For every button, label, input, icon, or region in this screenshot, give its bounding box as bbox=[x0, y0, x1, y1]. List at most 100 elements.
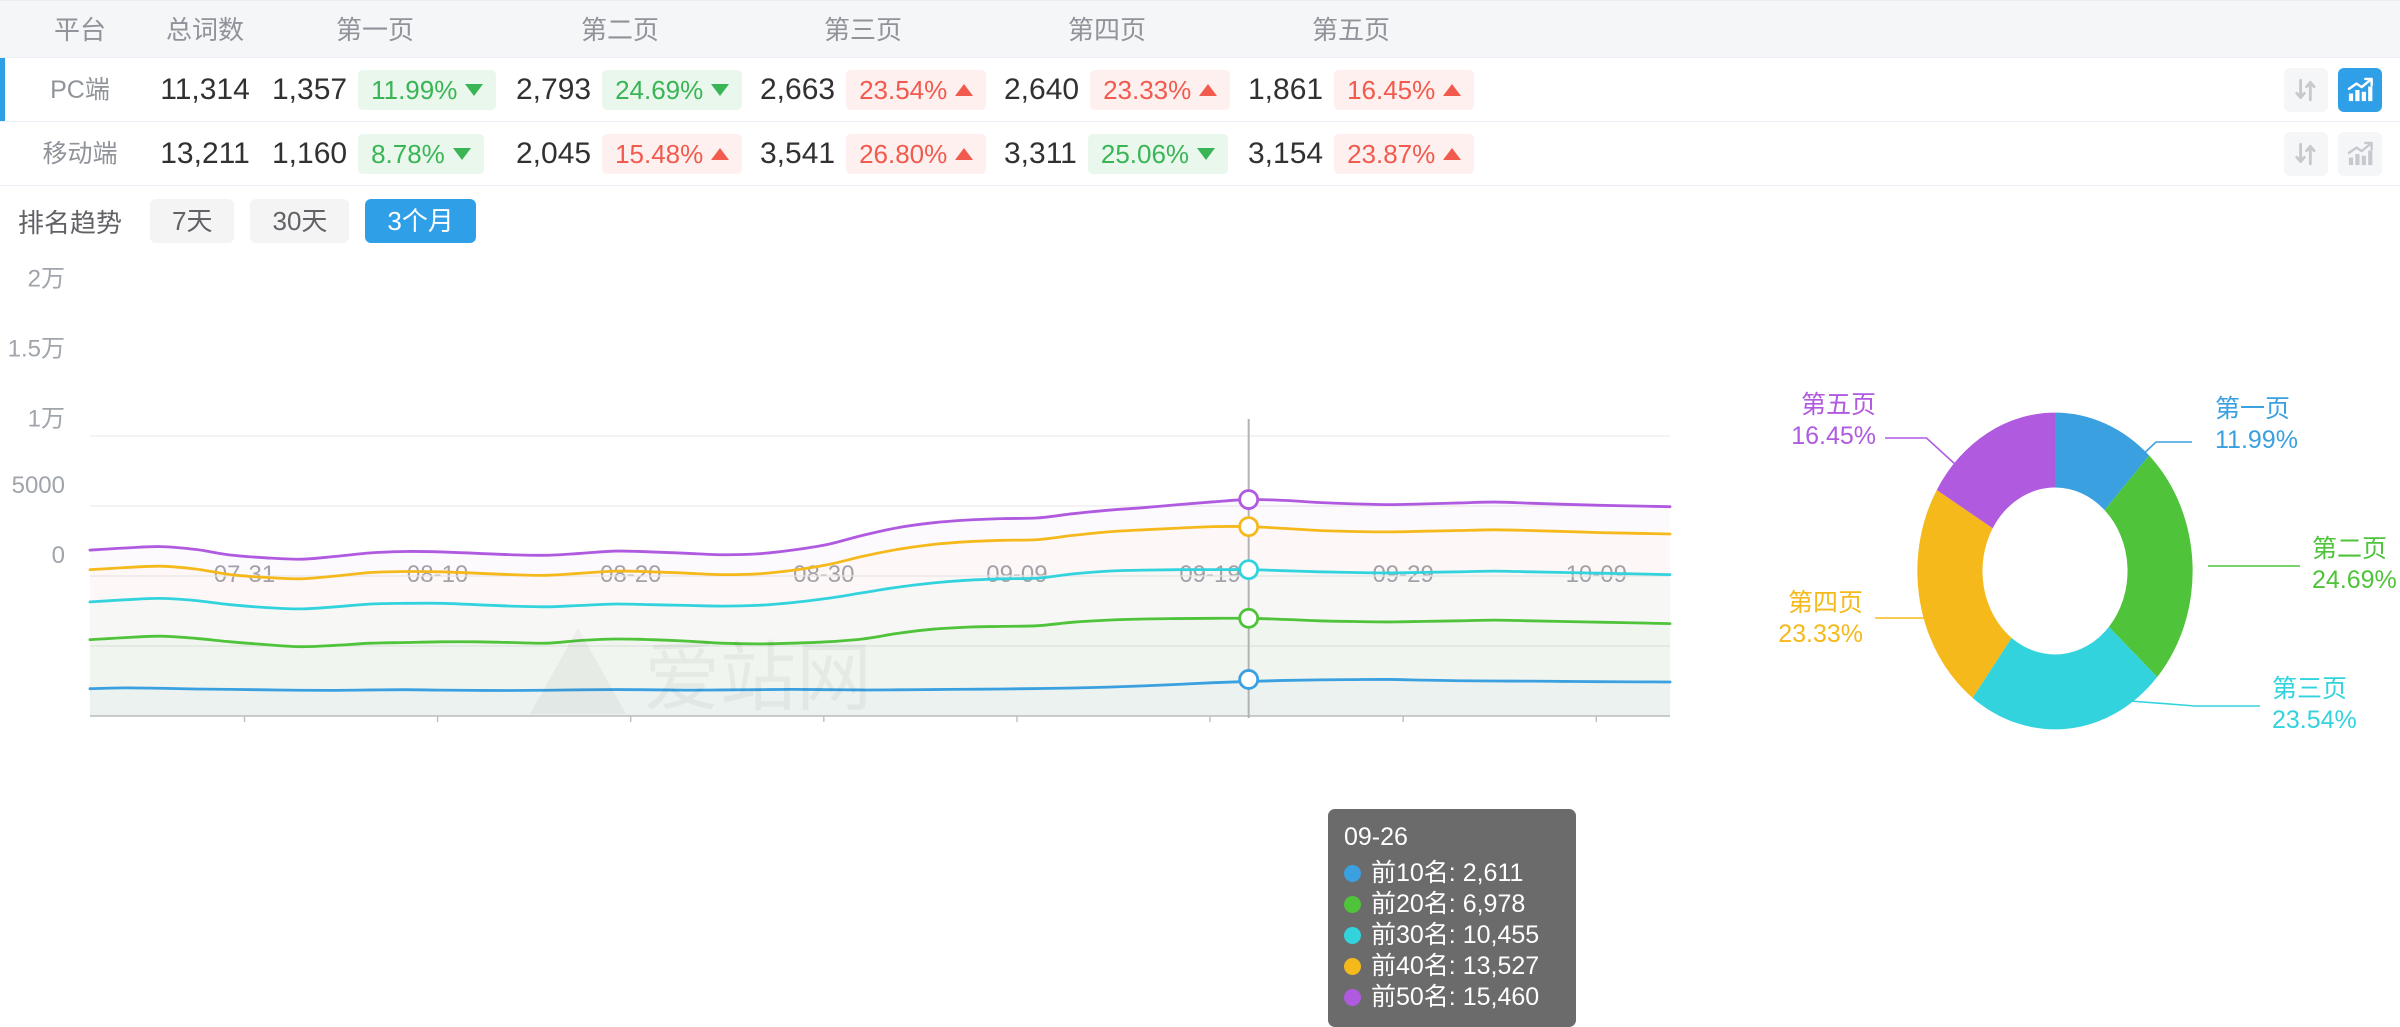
donut-slice-name: 第四页 bbox=[1787, 589, 1863, 617]
legend-dot-icon bbox=[1344, 864, 1361, 882]
legend-dot-icon bbox=[1344, 957, 1361, 975]
tooltip-item-text: 前20名: 6,978 bbox=[1371, 890, 1526, 918]
table-row[interactable]: 移动端 13,211 1,160 8.78% 2,045 15.48% 3,541 26.80… bbox=[0, 122, 2400, 186]
tooltip-date: 09-26 bbox=[1344, 823, 1408, 851]
page-count: 1,861 bbox=[1248, 73, 1324, 106]
arrow-up-icon bbox=[1443, 148, 1462, 160]
arrow-down-icon bbox=[465, 84, 484, 96]
donut-slice-label: 第二页 24.69% bbox=[2312, 534, 2397, 595]
donut-slice-label: 第四页 23.33% bbox=[1778, 588, 1863, 649]
trend-chart-icon[interactable] bbox=[2338, 132, 2382, 176]
x-tick-label: 08-20 bbox=[600, 561, 662, 588]
arrow-up-icon bbox=[1443, 84, 1462, 96]
page-pct-value: 8.78% bbox=[371, 139, 445, 169]
ranking-table: 平台 总词数 第一页 第二页 第三页 第四页 第五页 PC端 11,314 1,357 11.99… bbox=[0, 0, 2400, 186]
row-actions bbox=[2284, 58, 2382, 122]
column-header-2[interactable]: 第一页 bbox=[335, 15, 415, 45]
range-chip-group: 7天 30天 3个月 bbox=[150, 199, 476, 243]
page-pct-badge: 23.54% bbox=[846, 70, 987, 110]
page-count: 3,154 bbox=[1248, 137, 1324, 170]
cell-total-keywords: 11,314 bbox=[160, 73, 250, 106]
row-actions bbox=[2284, 122, 2382, 186]
donut-slice-value: 23.54% bbox=[2272, 705, 2357, 734]
column-header-6[interactable]: 第五页 bbox=[1311, 15, 1391, 45]
donut-slice-label: 第五页 16.45% bbox=[1791, 390, 1876, 451]
arrow-down-icon bbox=[452, 148, 471, 160]
page-pct-badge: 8.78% bbox=[358, 134, 484, 174]
page-distribution-donut-chart[interactable]: 第一页 11.99% 第二页 24.69% 第三页 23.54% 第四页 23.33% 第五页 1… bbox=[1700, 266, 2400, 886]
page-count: 2,793 bbox=[516, 73, 592, 106]
donut-slice-name: 第一页 bbox=[2215, 395, 2291, 423]
legend-dot-icon bbox=[1344, 895, 1361, 913]
cell-page-5: 1,861 16.45% bbox=[1248, 58, 1475, 122]
donut-slice-name: 第二页 bbox=[2312, 535, 2388, 563]
donut-slice-name: 第三页 bbox=[2272, 675, 2348, 703]
rank-trend-line-chart[interactable]: 0 5000 1万 1.5万 2万 07-31 08-10 08-20 08-30 09-09 0… bbox=[0, 256, 1700, 1027]
page-pct-badge: 16.45% bbox=[1334, 70, 1475, 110]
donut-slice-label: 第一页 11.99% bbox=[2215, 394, 2298, 455]
column-header-0[interactable]: 平台 bbox=[53, 15, 107, 45]
page-pct-value: 23.87% bbox=[1347, 139, 1436, 169]
page-pct-badge: 11.99% bbox=[358, 70, 497, 110]
cell-platform: 移动端 bbox=[42, 140, 118, 168]
page-pct-badge: 23.33% bbox=[1090, 70, 1231, 110]
y-tick-label: 1万 bbox=[27, 405, 65, 433]
donut-slice-value: 23.33% bbox=[1778, 619, 1863, 648]
cell-page-3: 3,541 26.80% bbox=[760, 122, 987, 186]
tooltip-item: 前40名: 13,527 bbox=[1344, 952, 1560, 980]
line-chart-svg bbox=[88, 419, 1672, 722]
page-pct-value: 25.06% bbox=[1100, 139, 1190, 169]
arrow-down-icon bbox=[1197, 148, 1216, 160]
page-pct-value: 23.33% bbox=[1103, 75, 1192, 105]
page-count: 3,311 bbox=[1004, 137, 1077, 170]
donut-slice-value: 16.45% bbox=[1791, 421, 1876, 450]
y-tick-label: 0 bbox=[51, 542, 65, 569]
page-pct-value: 26.80% bbox=[859, 139, 948, 169]
column-header-4[interactable]: 第三页 bbox=[823, 15, 903, 45]
page-count: 2,045 bbox=[516, 137, 592, 170]
x-tick-label: 09-19 bbox=[1179, 561, 1241, 588]
donut-slice-name: 第五页 bbox=[1800, 391, 1876, 419]
cell-page-3: 2,663 23.54% bbox=[760, 58, 987, 122]
table-row[interactable]: PC端 11,314 1,357 11.99% 2,793 24.69% 2,663 23.5… bbox=[0, 58, 2400, 122]
tooltip-item-text: 前40名: 13,527 bbox=[1371, 952, 1540, 980]
cell-page-2: 2,045 15.48% bbox=[516, 122, 743, 186]
range-chip-0[interactable]: 7天 bbox=[150, 199, 235, 243]
sort-icon[interactable] bbox=[2284, 132, 2328, 176]
y-tick-label: 1.5万 bbox=[7, 335, 65, 363]
sort-icon[interactable] bbox=[2284, 68, 2328, 112]
arrow-up-icon bbox=[711, 148, 730, 160]
donut-slice-label: 第三页 23.54% bbox=[2272, 674, 2357, 735]
tooltip-item-text: 前30名: 10,455 bbox=[1371, 921, 1540, 949]
column-header-3[interactable]: 第二页 bbox=[580, 15, 660, 45]
page-pct-value: 23.54% bbox=[859, 75, 948, 105]
page-pct-badge: 15.48% bbox=[602, 134, 743, 174]
table-header-row: 平台 总词数 第一页 第二页 第三页 第四页 第五页 bbox=[0, 0, 2400, 58]
range-chip-2[interactable]: 3个月 bbox=[365, 199, 476, 243]
page-count: 1,357 bbox=[272, 73, 348, 106]
tooltip-item: 前50名: 15,460 bbox=[1344, 983, 1560, 1011]
page-pct-value: 16.45% bbox=[1347, 75, 1436, 105]
cell-page-1: 1,160 8.78% bbox=[272, 122, 484, 186]
arrow-up-icon bbox=[955, 84, 974, 96]
column-header-1[interactable]: 总词数 bbox=[165, 15, 245, 45]
page-pct-badge: 25.06% bbox=[1087, 134, 1229, 174]
page-count: 1,160 bbox=[272, 137, 348, 170]
range-chip-1[interactable]: 30天 bbox=[250, 199, 350, 243]
cell-page-4: 3,311 25.06% bbox=[1004, 122, 1229, 186]
legend-dot-icon bbox=[1344, 926, 1361, 944]
cell-page-2: 2,793 24.69% bbox=[516, 58, 743, 122]
arrow-up-icon bbox=[955, 148, 974, 160]
x-tick-label: 09-09 bbox=[986, 561, 1048, 588]
x-tick-label: 08-10 bbox=[406, 561, 469, 588]
tooltip-item: 前30名: 10,455 bbox=[1344, 921, 1560, 949]
donut-svg bbox=[1875, 412, 2300, 730]
cell-page-1: 1,357 11.99% bbox=[272, 58, 497, 122]
arrow-up-icon bbox=[1199, 84, 1218, 96]
tooltip-item-text: 前50名: 15,460 bbox=[1371, 983, 1540, 1011]
column-header-5[interactable]: 第四页 bbox=[1067, 15, 1147, 45]
trend-chart-icon[interactable] bbox=[2338, 68, 2382, 112]
page-pct-badge: 24.69% bbox=[602, 70, 743, 110]
page-pct-value: 24.69% bbox=[615, 75, 704, 105]
cell-total-keywords: 13,211 bbox=[160, 137, 250, 170]
